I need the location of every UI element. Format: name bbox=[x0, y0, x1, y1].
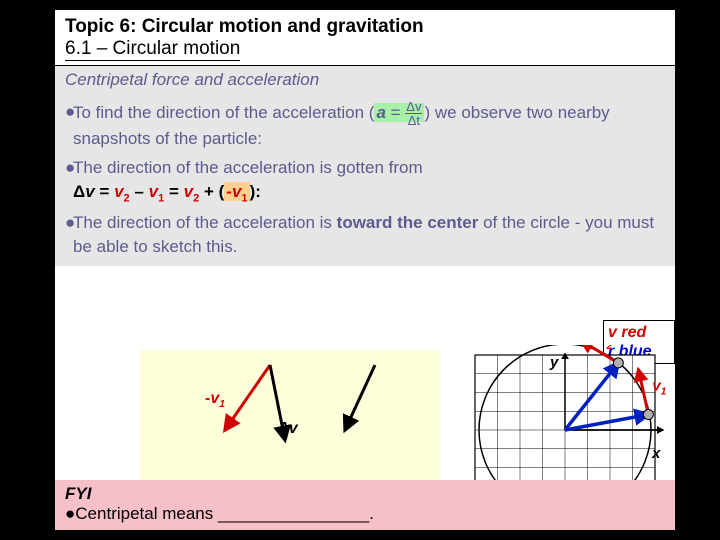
bullet-dot: ● bbox=[65, 156, 73, 207]
bullet-3: ● The direction of the acceleration is t… bbox=[65, 211, 665, 260]
b2-v2a: v bbox=[114, 182, 123, 201]
b2-close: ): bbox=[250, 182, 261, 201]
b2-s1b: 1 bbox=[241, 193, 247, 205]
bullet-dot: ● bbox=[65, 504, 75, 523]
b2-s2a: 2 bbox=[124, 193, 130, 205]
b2-s1a: 1 bbox=[158, 193, 164, 205]
b3-toward: toward the center bbox=[337, 213, 479, 232]
fyi-title: FYI bbox=[65, 484, 665, 504]
fyi-blank: ________________ bbox=[218, 504, 369, 523]
fyi-box: FYI ●Centripetal means ________________. bbox=[55, 480, 675, 530]
bullet-dot: ● bbox=[65, 211, 73, 260]
svg-text:x: x bbox=[651, 445, 661, 462]
bullet-1: ● To find the direction of the accelerat… bbox=[65, 100, 665, 152]
b1-dt: Δt bbox=[405, 114, 422, 127]
diagram-zone: -v1 Δv yxv2v1 bbox=[55, 355, 675, 495]
topic-title: Topic 6: Circular motion and gravitation bbox=[65, 16, 665, 38]
vector-work-svg bbox=[140, 350, 440, 480]
b2-eq2: = bbox=[169, 182, 184, 201]
svg-text:y: y bbox=[549, 354, 559, 371]
legend-v: v red bbox=[608, 324, 646, 341]
bullet-dot: ● bbox=[65, 100, 73, 152]
b1-dv: Δv bbox=[405, 100, 422, 114]
b2-s2b: 2 bbox=[193, 193, 199, 205]
b2-plus: + ( bbox=[204, 182, 224, 201]
b2-nv1: -v bbox=[226, 182, 241, 201]
fyi-pre: Centripetal means bbox=[75, 504, 218, 523]
section-heading: Centripetal force and acceleration bbox=[55, 66, 675, 94]
neg-v1-label: -v1 bbox=[205, 390, 225, 410]
b2-min: – bbox=[134, 182, 148, 201]
slide-header: Topic 6: Circular motion and gravitation… bbox=[55, 10, 675, 66]
b2-v1a: v bbox=[149, 182, 158, 201]
topic-subtitle: 6.1 – Circular motion bbox=[65, 38, 240, 61]
fyi-bullet: ●Centripetal means ________________. bbox=[65, 504, 665, 524]
content-body: ● To find the direction of the accelerat… bbox=[55, 94, 675, 266]
b2-dv: Δv = bbox=[73, 182, 114, 201]
bullet-2: ● The direction of the acceleration is g… bbox=[65, 156, 665, 207]
b2-v2b: v bbox=[184, 182, 193, 201]
work-area: -v1 Δv bbox=[140, 350, 440, 480]
svg-text:v1: v1 bbox=[652, 378, 666, 398]
b1-text: To find the direction of the acceleratio… bbox=[73, 103, 374, 122]
b1-a: a bbox=[376, 103, 385, 122]
b1-eq: = bbox=[386, 103, 405, 122]
b3-pre: The direction of the acceleration is bbox=[73, 213, 337, 232]
b2-pre: The direction of the acceleration is got… bbox=[73, 158, 423, 177]
fyi-period: . bbox=[369, 504, 374, 523]
dv-label: Δv bbox=[278, 420, 298, 438]
